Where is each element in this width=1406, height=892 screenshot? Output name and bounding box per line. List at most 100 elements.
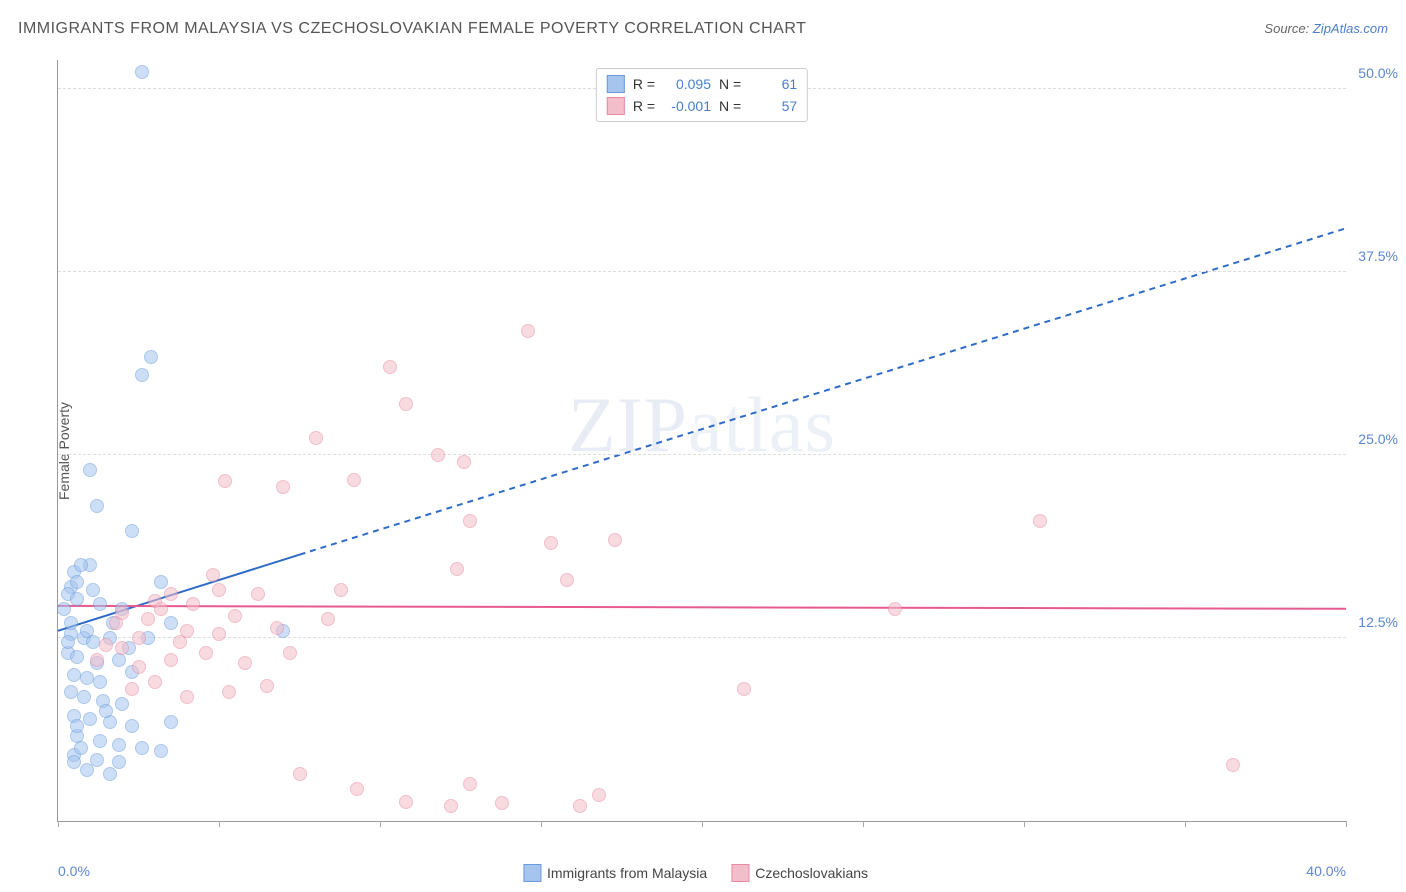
data-point [80,763,94,777]
data-point [99,638,113,652]
data-point [135,65,149,79]
data-point [90,653,104,667]
legend-r-value: -0.001 [663,98,711,114]
legend-swatch [607,97,625,115]
data-point [99,704,113,718]
data-point [144,350,158,364]
data-point [164,653,178,667]
data-point [222,685,236,699]
source-label: Source: [1264,21,1309,36]
plot-region: ZIPatlas R =0.095N =61R =-0.001N =57 12.… [57,60,1346,822]
data-point [888,602,902,616]
data-point [115,606,129,620]
data-point [57,602,71,616]
data-point [608,533,622,547]
data-point [164,715,178,729]
y-tick-label: 50.0% [1358,65,1398,81]
data-point [173,635,187,649]
regression-lines [58,60,1346,821]
watermark-zip: ZIP [568,381,688,468]
data-point [135,368,149,382]
legend-r-label: R = [633,98,655,114]
x-tick [58,821,59,827]
data-point [283,646,297,660]
data-point [431,448,445,462]
source-attribution: Source: ZipAtlas.com [1264,21,1388,36]
legend-r-value: 0.095 [663,76,711,92]
data-point [86,583,100,597]
y-tick-label: 12.5% [1358,614,1398,630]
data-point [132,660,146,674]
data-point [93,675,107,689]
data-point [64,685,78,699]
chart-title: IMMIGRANTS FROM MALAYSIA VS CZECHOSLOVAK… [18,20,806,38]
x-tick [1185,821,1186,827]
legend-stat-row: R =0.095N =61 [607,73,797,95]
data-point [270,621,284,635]
data-point [70,575,84,589]
y-tick-label: 37.5% [1358,248,1398,264]
data-point [238,656,252,670]
data-point [276,480,290,494]
data-point [495,796,509,810]
gridline [58,637,1346,638]
gridline [58,454,1346,455]
legend-r-label: R = [633,76,655,92]
watermark-atlas: atlas [688,381,836,468]
data-point [80,671,94,685]
legend-n-label: N = [719,76,741,92]
source-link[interactable]: ZipAtlas.com [1313,21,1388,36]
x-tick-label: 0.0% [58,863,90,879]
data-point [463,777,477,791]
data-point [321,612,335,626]
data-point [83,463,97,477]
data-point [1033,514,1047,528]
legend-swatch [607,75,625,93]
data-point [93,734,107,748]
x-tick [863,821,864,827]
x-tick [541,821,542,827]
data-point [1226,758,1240,772]
data-point [206,568,220,582]
data-point [521,324,535,338]
data-point [228,609,242,623]
data-point [164,587,178,601]
data-point [186,597,200,611]
data-point [70,650,84,664]
data-point [125,524,139,538]
legend-stat-row: R = -0.001 N = 57 [607,95,797,117]
data-point [309,431,323,445]
data-point [77,690,91,704]
legend-series-item: Immigrants from Malaysia [523,864,707,882]
data-point [148,675,162,689]
data-point [212,583,226,597]
data-point [573,799,587,813]
data-point [67,755,81,769]
data-point [544,536,558,550]
data-point [444,799,458,813]
data-point [83,712,97,726]
data-point [112,653,126,667]
data-point [399,795,413,809]
data-point [293,767,307,781]
x-tick [702,821,703,827]
data-point [450,562,464,576]
data-point [737,682,751,696]
legend-swatch [731,864,749,882]
legend-series-item: Czechoslovakians [731,864,868,882]
data-point [251,587,265,601]
data-point [74,741,88,755]
legend-n-value: 57 [749,98,797,114]
data-point [154,602,168,616]
legend-n-label: N = [719,98,741,114]
stats-legend: R =0.095N =61R =-0.001N =57 [596,68,808,122]
data-point [64,616,78,630]
data-point [112,738,126,752]
x-tick [380,821,381,827]
data-point [457,455,471,469]
data-point [125,682,139,696]
x-tick [219,821,220,827]
data-point [180,690,194,704]
data-point [199,646,213,660]
data-point [67,668,81,682]
